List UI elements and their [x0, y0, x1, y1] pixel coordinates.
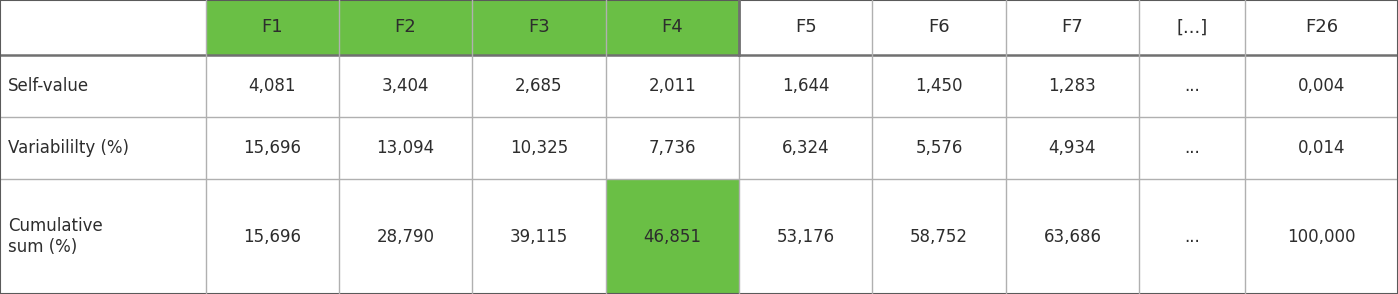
Text: 100,000: 100,000	[1288, 228, 1356, 245]
Bar	[473, 179, 605, 294]
Bar	[338, 55, 473, 117]
Text: 5,576: 5,576	[916, 139, 963, 157]
Text: 1,283: 1,283	[1048, 77, 1096, 95]
Text: 0,014: 0,014	[1297, 139, 1345, 157]
Bar	[1244, 55, 1398, 117]
Bar	[1139, 117, 1244, 179]
Text: F26: F26	[1304, 19, 1338, 36]
Text: F4: F4	[661, 19, 684, 36]
Text: 1,644: 1,644	[781, 77, 829, 95]
Bar	[872, 0, 1005, 55]
Text: ...: ...	[1184, 139, 1199, 157]
Bar	[605, 55, 740, 117]
Bar	[338, 117, 473, 179]
Bar	[605, 0, 740, 55]
Text: 10,325: 10,325	[510, 139, 568, 157]
Bar	[473, 55, 605, 117]
Text: 0,004: 0,004	[1297, 77, 1345, 95]
Text: [...]: [...]	[1176, 19, 1208, 36]
Bar	[1244, 0, 1398, 55]
Text: 4,934: 4,934	[1048, 139, 1096, 157]
Bar	[0, 117, 206, 179]
Bar	[206, 55, 338, 117]
Bar	[1005, 179, 1139, 294]
Text: F6: F6	[928, 19, 949, 36]
Bar	[1244, 117, 1398, 179]
Bar	[740, 179, 872, 294]
Text: 63,686: 63,686	[1043, 228, 1102, 245]
Text: Cumulative
sum (%): Cumulative sum (%)	[8, 217, 102, 256]
Text: 3,404: 3,404	[382, 77, 429, 95]
Text: 28,790: 28,790	[376, 228, 435, 245]
Text: 58,752: 58,752	[910, 228, 967, 245]
Text: 15,696: 15,696	[243, 139, 301, 157]
Text: 39,115: 39,115	[510, 228, 568, 245]
Text: 46,851: 46,851	[643, 228, 702, 245]
Text: F1: F1	[261, 19, 282, 36]
Text: F5: F5	[795, 19, 816, 36]
Text: 4,081: 4,081	[249, 77, 296, 95]
Bar	[1139, 0, 1244, 55]
Text: 1,450: 1,450	[916, 77, 963, 95]
Bar	[1005, 55, 1139, 117]
Bar	[605, 117, 740, 179]
Text: 13,094: 13,094	[376, 139, 435, 157]
Bar	[0, 0, 206, 55]
Bar	[0, 179, 206, 294]
Bar	[206, 179, 338, 294]
Text: ...: ...	[1184, 228, 1199, 245]
Bar	[740, 117, 872, 179]
Bar	[1139, 55, 1244, 117]
Text: Variabililty (%): Variabililty (%)	[8, 139, 129, 157]
Bar	[1005, 0, 1139, 55]
Text: 53,176: 53,176	[777, 228, 835, 245]
Text: 7,736: 7,736	[649, 139, 696, 157]
Text: 2,685: 2,685	[516, 77, 563, 95]
Bar	[1139, 179, 1244, 294]
Text: F7: F7	[1061, 19, 1083, 36]
Bar	[872, 179, 1005, 294]
Text: 15,696: 15,696	[243, 228, 301, 245]
Bar	[872, 117, 1005, 179]
Text: Self-value: Self-value	[8, 77, 89, 95]
Text: 6,324: 6,324	[781, 139, 829, 157]
Bar	[0, 55, 206, 117]
Bar	[872, 55, 1005, 117]
Bar	[473, 117, 605, 179]
Text: F2: F2	[394, 19, 417, 36]
Bar	[338, 179, 473, 294]
Bar	[206, 0, 338, 55]
Bar	[740, 0, 872, 55]
Text: 2,011: 2,011	[649, 77, 696, 95]
Bar	[1244, 179, 1398, 294]
Bar	[1005, 117, 1139, 179]
Text: ...: ...	[1184, 77, 1199, 95]
Bar	[206, 117, 338, 179]
Bar	[740, 55, 872, 117]
Bar	[473, 0, 605, 55]
Bar	[605, 179, 740, 294]
Text: F3: F3	[528, 19, 549, 36]
Bar	[338, 0, 473, 55]
